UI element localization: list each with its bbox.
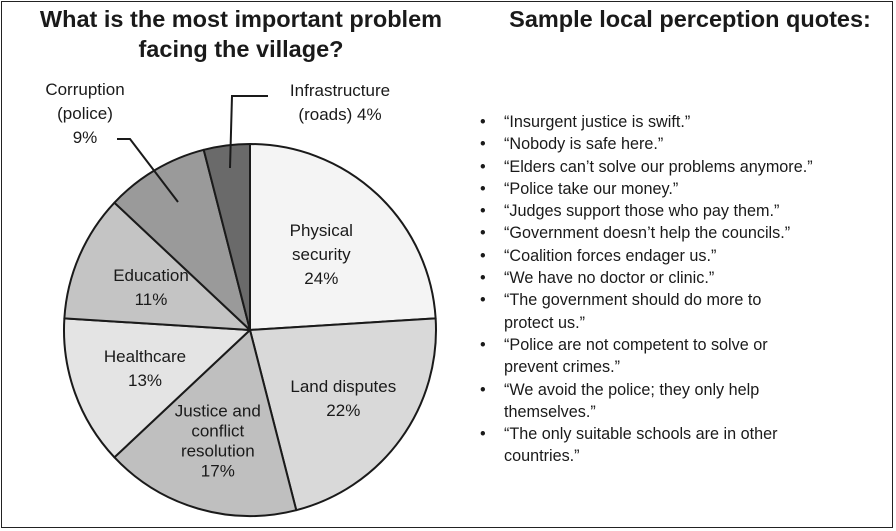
quote-text: protect us.”: [504, 313, 585, 332]
pie-slice-corruption-police: [113, 148, 251, 331]
slice-label-line: 17%: [201, 462, 235, 481]
pie-slice-land-disputes: [249, 317, 437, 512]
quotes-title: Sample local perception quotes:: [509, 6, 871, 32]
pie-slice-infrastructure-roads: [202, 143, 251, 331]
quote-text: “Insurgent justice is swift.”: [504, 113, 691, 131]
quote-text: “We avoid the police; they only help: [504, 380, 760, 399]
quote-text: “Police take our money.”: [504, 179, 679, 198]
slice-label-line: 13%: [128, 371, 162, 390]
slice-label-line: conflict: [191, 422, 244, 441]
slice-label-physical-security: Physical security 24%: [290, 221, 353, 288]
slice-label-line: (police): [57, 104, 113, 123]
quote-item: “Nobody is safe here.”: [480, 133, 892, 156]
quote-item: “Government doesn’t help the councils.”: [480, 222, 892, 245]
chart-title-line-2: facing the village?: [138, 36, 344, 62]
quote-text: “Elders can’t solve our problems anymore…: [504, 157, 813, 176]
leader-line-corruption-police: [117, 138, 179, 203]
quote-text: prevent crimes.”: [504, 358, 621, 377]
slice-label-corruption-police: Corruption (police) 9%: [45, 80, 124, 147]
quote-item: “We avoid the police; they only help them…: [480, 379, 892, 424]
quote-item: “The only suitable schools are in other c…: [480, 423, 892, 468]
quote-item: “Police take our money.”: [480, 178, 892, 201]
slice-label-line: 22%: [326, 401, 360, 420]
pie-chart: Physical security 24% Land disputes 22% Justi…: [45, 80, 437, 517]
quote-text: “Judges support those who pay them.”: [504, 202, 780, 221]
quote-item: “The government should do more to protect…: [480, 289, 892, 334]
pie-slice-justice-and-conflict-resolution: [113, 329, 298, 517]
slice-label-line: Corruption: [45, 80, 124, 99]
leader-line-infrastructure-roads: [229, 95, 268, 169]
slice-label-line: (roads) 4%: [298, 105, 381, 124]
quote-item: “Coalition forces endager us.”: [480, 245, 892, 268]
quote-text: “Coalition forces endager us.”: [504, 246, 717, 265]
slice-label-infrastructure-roads: Infrastructure (roads) 4%: [290, 81, 390, 124]
pie-slice-education: [63, 201, 251, 331]
quote-text: “Nobody is safe here.”: [504, 135, 664, 154]
quote-text: countries.”: [504, 447, 580, 466]
slice-label-line: 11%: [135, 290, 168, 309]
quote-text: “Police are not competent to solve or: [504, 335, 768, 354]
slice-label-education: Education 11%: [113, 266, 189, 309]
slice-label-line: 9%: [73, 128, 98, 147]
slice-label-line: Infrastructure: [290, 81, 390, 100]
quote-text: “We have no doctor or clinic.”: [504, 269, 715, 288]
quote-text: “The only suitable schools are in other: [504, 425, 778, 444]
quote-list: “Insurgent justice is swift.” “Nobody is …: [480, 111, 892, 468]
slice-label-healthcare: Healthcare 13%: [104, 347, 186, 390]
slice-label-line: Justice and: [175, 402, 261, 421]
quote-item: “We have no doctor or clinic.”: [480, 267, 892, 290]
slice-label-line: Physical: [290, 221, 353, 240]
slice-label-line: Land disputes: [290, 377, 396, 396]
slice-label-line: Education: [113, 266, 189, 285]
slice-label-line: security: [292, 245, 351, 264]
slice-label-line: Healthcare: [104, 347, 186, 366]
slice-label-line: resolution: [181, 442, 255, 461]
slice-label-justice-and-conflict-resolution: Justice and conflict resolution 17%: [175, 402, 261, 481]
quote-text: themselves.”: [504, 402, 596, 421]
quote-item: “Insurgent justice is swift.”: [480, 111, 892, 134]
quote-item: “Judges support those who pay them.”: [480, 200, 892, 223]
chart-title: What is the most important problem facin…: [6, 4, 476, 64]
quote-text: “Government doesn’t help the councils.”: [504, 224, 791, 243]
quote-text: “The government should do more to: [504, 291, 762, 310]
pie-slice-physical-security: [249, 143, 437, 331]
slice-label-land-disputes: Land disputes 22%: [290, 377, 396, 420]
slice-label-line: 24%: [304, 269, 338, 288]
quote-item: “Police are not competent to solve or pre…: [480, 334, 892, 379]
quote-item: “Elders can’t solve our problems anymore…: [480, 156, 892, 179]
chart-title-line-1: What is the most important problem: [39, 6, 443, 32]
pie-slice-healthcare: [63, 317, 251, 459]
